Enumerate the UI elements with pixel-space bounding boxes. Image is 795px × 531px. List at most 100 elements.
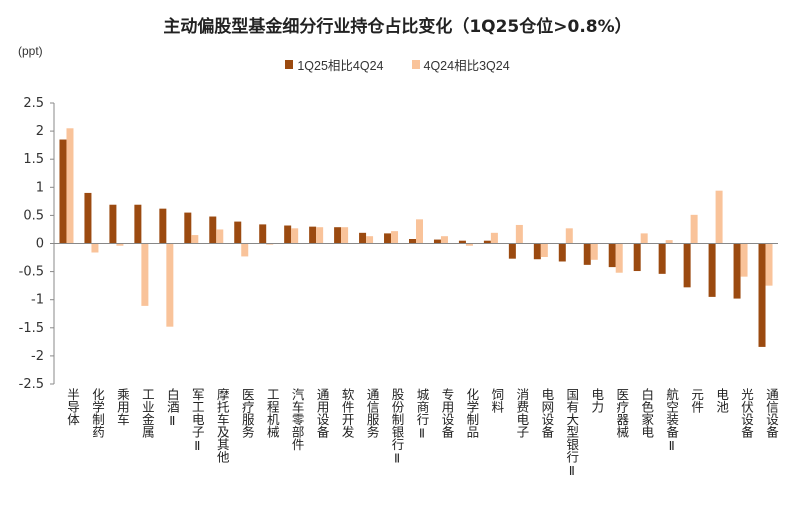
bar-series-1	[658, 243, 666, 274]
x-tick-label: 光伏设备	[739, 388, 754, 439]
x-tick-label: 白色家电	[639, 387, 654, 438]
bar-series-2	[66, 128, 74, 244]
y-axis-unit: (ppt)	[18, 44, 43, 58]
legend-label-series-2: 4Q24相比3Q24	[423, 59, 510, 73]
bar-series-1	[284, 225, 292, 244]
bar-series-2	[440, 236, 448, 244]
bar-series-1	[134, 204, 142, 244]
x-tick-label: 城商行Ⅱ	[415, 388, 430, 441]
bar-series-2	[640, 233, 648, 244]
bar-series-1	[84, 192, 92, 244]
bar-series-1	[234, 221, 242, 244]
legend: 1Q25相比4Q24 4Q24相比3Q24	[0, 55, 795, 74]
bar-series-1	[159, 208, 167, 244]
bar-series-2	[391, 231, 399, 244]
bar-series-1	[334, 227, 342, 244]
legend-item-series-2: 4Q24相比3Q24	[411, 55, 510, 74]
bar-series-1	[483, 240, 491, 244]
bar-series-2	[740, 243, 748, 277]
bar-series-2	[540, 243, 548, 257]
x-tick-label: 军工电子Ⅱ	[190, 388, 205, 453]
bar-series-2	[565, 228, 573, 244]
bar-series-1	[708, 243, 716, 297]
bar-series-2	[715, 190, 723, 244]
x-tick-label: 饲料	[489, 388, 504, 413]
x-tick-label: 化学制药	[90, 388, 105, 438]
bar-series-1	[109, 204, 117, 244]
y-tick-label: 0	[36, 237, 44, 252]
x-tick-label: 元件	[689, 388, 704, 413]
bar-series-2	[166, 243, 174, 327]
bar-series-2	[191, 235, 199, 244]
bar-series-1	[758, 243, 766, 347]
x-tick-label: 半导体	[65, 388, 80, 426]
bar-series-1	[309, 226, 317, 244]
bar-series-2	[416, 219, 423, 244]
bar-series-1	[184, 212, 192, 244]
x-tick-label: 汽车零部件	[290, 387, 305, 451]
x-tick-label: 专用设备	[439, 387, 454, 439]
bar-series-2	[465, 243, 473, 246]
legend-item-series-1: 1Q25相比4Q24	[285, 55, 384, 74]
bar-series-1	[583, 243, 591, 265]
bar-series-1	[259, 224, 267, 244]
bar-series-1	[683, 243, 691, 288]
x-tick-label: 医疗器械	[614, 388, 629, 438]
bar-series-2	[291, 228, 299, 244]
bar-series-2	[590, 243, 598, 260]
x-tick-label: 乘用车	[115, 388, 130, 426]
bar-series-1	[558, 243, 566, 262]
bar-series-1	[359, 232, 367, 244]
bar-series-2	[91, 243, 99, 253]
bar-series-2	[241, 243, 249, 257]
x-tick-label: 电网设备	[539, 388, 554, 439]
bar-series-1	[733, 243, 741, 299]
x-tick-label: 化学制品	[464, 388, 479, 438]
y-tick-label: -2	[31, 349, 44, 364]
x-tick-label: 工业金属	[140, 388, 155, 439]
y-tick-label: -0.5	[19, 265, 44, 280]
bar-series-2	[665, 240, 673, 244]
x-tick-label: 国有大型银行Ⅱ	[564, 388, 579, 478]
y-tick-label: 2	[36, 124, 44, 139]
bar-series-1	[209, 216, 217, 244]
bar-series-1	[59, 139, 67, 244]
bar-series-2	[615, 243, 623, 273]
bar-series-2	[141, 243, 149, 306]
bar-series-2	[490, 232, 498, 244]
y-tick-label: 0.5	[23, 208, 44, 223]
bar-series-2	[316, 227, 324, 244]
x-tick-label: 医疗服务	[240, 388, 255, 438]
x-tick-label: 电力	[589, 388, 604, 414]
bar-series-2	[366, 236, 374, 244]
bar-series-1	[433, 239, 441, 244]
bar-series-1	[608, 243, 616, 268]
bar-series-1	[384, 233, 392, 244]
x-tick-label: 股份制银行Ⅱ	[390, 388, 405, 466]
x-tick-label: 通信设备	[764, 388, 779, 439]
y-tick-label: -2.5	[19, 377, 44, 392]
chart-title: 主动偏股型基金细分行业持仓占比变化（1Q25仓位>0.8%）	[163, 17, 632, 37]
bar-series-2	[765, 243, 773, 286]
bar-series-2	[116, 243, 124, 246]
x-tick-label: 工程机械	[265, 388, 280, 438]
legend-swatch-series-1	[285, 60, 294, 69]
bar-series-1	[533, 243, 541, 260]
bar-series-2	[341, 227, 349, 244]
legend-label-series-1: 1Q25相比4Q24	[297, 59, 384, 73]
bar-series-1	[458, 240, 466, 244]
x-tick-label: 通信服务	[365, 388, 380, 438]
y-tick-label: 1.5	[23, 152, 44, 167]
y-tick-label: -1	[31, 293, 44, 308]
bar-series-2	[690, 214, 698, 244]
x-tick-label: 摩托车及其他	[215, 387, 230, 463]
bar-series-2	[266, 243, 274, 245]
x-tick-label: 软件开发	[340, 388, 355, 438]
y-tick-label: -1.5	[19, 321, 44, 336]
x-tick-label: 航空装备Ⅱ	[664, 387, 679, 453]
bar-series-2	[515, 224, 523, 244]
bar-series-2	[216, 229, 224, 244]
x-tick-label: 消费电子	[514, 388, 529, 438]
bar-series-1	[409, 239, 416, 244]
